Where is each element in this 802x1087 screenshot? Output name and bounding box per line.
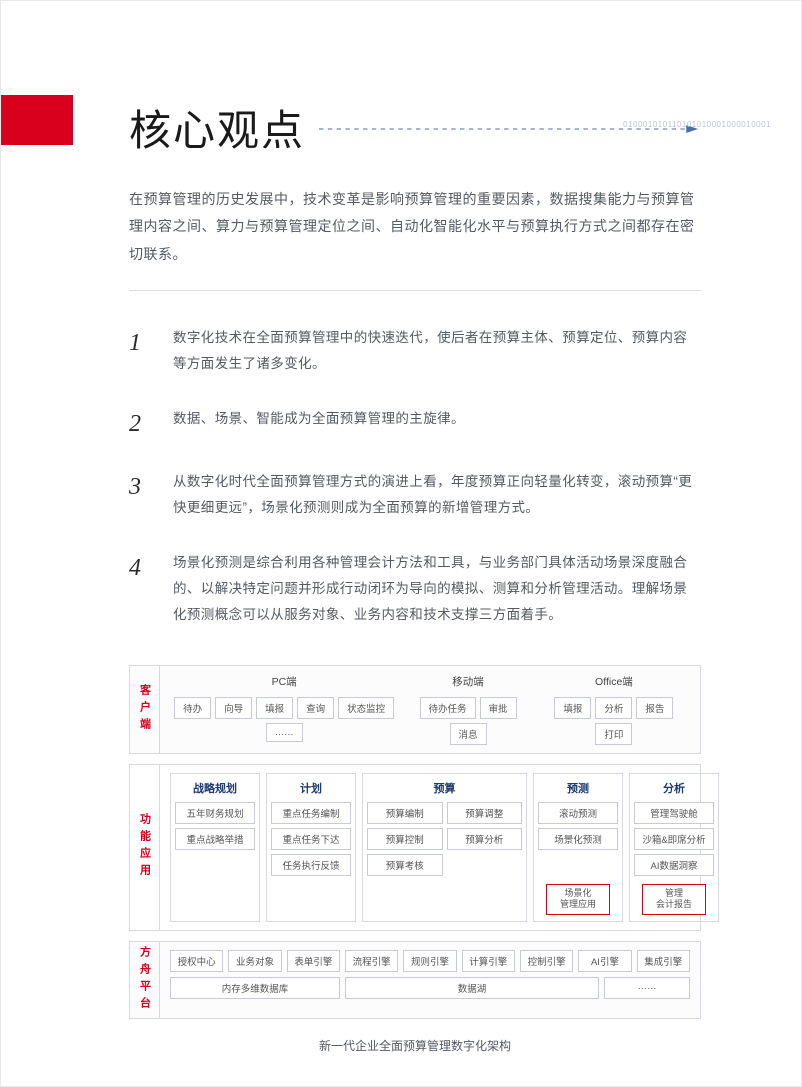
func-column: 预测滚动预测场景化预测场景化管理应用 <box>533 773 623 922</box>
point-text: 数字化技术在全面预算管理中的快速迭代，使后者在预算主体、预算定位、预算内容等方面… <box>173 325 701 378</box>
platform-item: 表单引擎 <box>287 950 340 972</box>
func-item: 重点战略举措 <box>175 828 255 850</box>
func-col-title: 战略规划 <box>193 780 237 798</box>
func-col-title: 计划 <box>300 780 322 798</box>
client-chip: 查询 <box>297 697 334 719</box>
func-item: 重点任务下达 <box>271 828 351 850</box>
func-item: 重点任务编制 <box>271 802 351 824</box>
highlight-item: 场景化管理应用 <box>546 884 610 915</box>
point-item: 4 场景化预测是综合利用各种管理会计方法和工具，与业务部门具体活动场景深度融合的… <box>129 536 701 643</box>
platform-item: …… <box>604 977 690 999</box>
client-group-title: Office端 <box>538 674 690 693</box>
diagram-caption: 新一代企业全面预算管理数字化架构 <box>129 1037 701 1054</box>
func-item: 五年财务规划 <box>175 802 255 824</box>
client-label: 客户端 <box>130 666 160 753</box>
platform-item: 集成引擎 <box>637 950 690 972</box>
client-chip: 分析 <box>595 697 632 719</box>
func-column: 分析管理驾驶舱沙箱&即席分析 AI数据洞察管理会计报告 <box>629 773 719 922</box>
client-group: Office端 <box>538 674 690 693</box>
client-chip: 填报 <box>256 697 293 719</box>
platform-item: 规则引擎 <box>403 950 456 972</box>
arrow-decoration: 010001010110101010001000010001 <box>319 122 701 134</box>
func-item: 任务执行反馈 <box>271 854 351 876</box>
func-item: 沙箱&即席分析 <box>634 828 714 850</box>
func-item: 场景化预测 <box>538 828 618 850</box>
client-chip: 待办任务 <box>420 697 476 719</box>
platform-item: 授权中心 <box>170 950 223 972</box>
func-col-title: 预测 <box>567 780 589 798</box>
func-item: 预算调整 <box>447 802 523 824</box>
client-group-title: 移动端 <box>406 674 530 693</box>
platform-label: 方舟平台 <box>130 942 160 1018</box>
func-item: 预算分析 <box>447 828 523 850</box>
binary-decoration: 010001010110101010001000010001 <box>623 120 771 129</box>
func-column: 计划重点任务编制重点任务下达任务执行反馈 <box>266 773 356 922</box>
architecture-diagram: 客户端 PC端移动端Office端待办向导填报查询状态监控……待办任务审批消息填… <box>129 665 701 1054</box>
func-column: 战略规划五年财务规划重点战略举措 <box>170 773 260 922</box>
point-number: 2 <box>129 406 151 442</box>
func-item: 滚动预测 <box>538 802 618 824</box>
func-column: 预算预算编制预算调整预算控制预算分析预算考核x <box>362 773 527 922</box>
client-chip: 状态监控 <box>338 697 394 719</box>
page-content: 核心观点 010001010110101010001000010001 在预算管… <box>1 1 801 1054</box>
platform-item: 控制引擎 <box>520 950 573 972</box>
func-item: 预算编制 <box>367 802 443 824</box>
func-item: AI数据洞察 <box>634 854 714 876</box>
accent-block <box>1 95 73 145</box>
platform-item: AI引擎 <box>578 950 631 972</box>
client-chip: 待办 <box>174 697 211 719</box>
client-chip: 消息 <box>450 723 487 745</box>
platform-section: 方舟平台 授权中心业务对象表单引擎流程引擎规则引擎计算引擎控制引擎AI引擎集成引… <box>129 941 701 1019</box>
func-item: 管理驾驶舱 <box>634 802 714 824</box>
client-chip: 向导 <box>215 697 252 719</box>
client-chip: 打印 <box>595 723 632 745</box>
page-title: 核心观点 <box>129 97 305 158</box>
func-col-title: 分析 <box>663 780 685 798</box>
func-item: 预算考核 <box>367 854 443 876</box>
function-section: 功能应用 战略规划五年财务规划重点战略举措计划重点任务编制重点任务下达任务执行反… <box>129 764 701 931</box>
function-label: 功能应用 <box>130 765 160 930</box>
point-text: 从数字化时代全面预算管理方式的演进上看，年度预算正向轻量化转变，滚动预算“更快更… <box>173 469 701 522</box>
func-pair: 预算编制预算调整 <box>367 802 522 824</box>
client-chip: …… <box>266 723 303 742</box>
client-chip: 审批 <box>480 697 517 719</box>
point-text: 场景化预测是综合利用各种管理会计方法和工具，与业务部门具体活动场景深度融合的、以… <box>173 550 701 629</box>
platform-item: 业务对象 <box>228 950 281 972</box>
client-group-title: PC端 <box>170 674 398 693</box>
client-chip: 报告 <box>636 697 673 719</box>
client-group: PC端 <box>170 674 398 693</box>
platform-item: 内存多维数据库 <box>170 977 340 999</box>
client-body: PC端移动端Office端待办向导填报查询状态监控……待办任务审批消息填报分析报… <box>160 666 700 753</box>
points-list: 1 数字化技术在全面预算管理中的快速迭代，使后者在预算主体、预算定位、预算内容等… <box>129 311 701 643</box>
intro-text: 在预算管理的历史发展中，技术变革是影响预算管理的重要因素，数据搜集能力与预算管理… <box>129 186 701 268</box>
point-number: 1 <box>129 325 151 361</box>
client-group: 移动端 <box>406 674 530 693</box>
client-chip: 填报 <box>554 697 591 719</box>
title-row: 核心观点 010001010110101010001000010001 <box>129 97 701 158</box>
platform-item: 数据湖 <box>345 977 599 999</box>
platform-item: 计算引擎 <box>462 950 515 972</box>
point-number: 3 <box>129 469 151 505</box>
func-col-title: 预算 <box>434 780 456 798</box>
divider <box>129 290 701 291</box>
platform-body: 授权中心业务对象表单引擎流程引擎规则引擎计算引擎控制引擎AI引擎集成引擎内存多维… <box>160 942 700 1018</box>
point-item: 3 从数字化时代全面预算管理方式的演进上看，年度预算正向轻量化转变，滚动预算“更… <box>129 455 701 536</box>
point-text: 数据、场景、智能成为全面预算管理的主旋律。 <box>173 406 465 432</box>
function-body: 战略规划五年财务规划重点战略举措计划重点任务编制重点任务下达任务执行反馈预算预算… <box>160 765 729 930</box>
point-item: 2 数据、场景、智能成为全面预算管理的主旋律。 <box>129 392 701 456</box>
platform-item: 流程引擎 <box>345 950 398 972</box>
highlight-item: 管理会计报告 <box>642 884 706 915</box>
func-pair: 预算控制预算分析 <box>367 828 522 850</box>
point-number: 4 <box>129 550 151 586</box>
point-item: 1 数字化技术在全面预算管理中的快速迭代，使后者在预算主体、预算定位、预算内容等… <box>129 311 701 392</box>
client-section: 客户端 PC端移动端Office端待办向导填报查询状态监控……待办任务审批消息填… <box>129 665 701 754</box>
func-item: 预算控制 <box>367 828 443 850</box>
